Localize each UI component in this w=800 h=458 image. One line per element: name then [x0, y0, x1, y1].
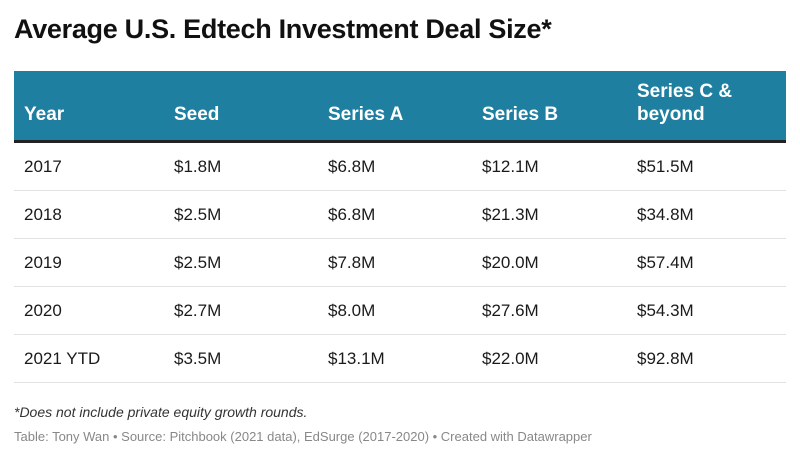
table-row-2021-ytd: 2021 YTD $3.5M $13.1M $22.0M $92.8M: [14, 334, 786, 383]
table-row-2019: 2019 $2.5M $7.8M $20.0M $57.4M: [14, 238, 786, 287]
table-row-2020: 2020 $2.7M $8.0M $27.6M $54.3M: [14, 286, 786, 335]
table-cell: 2018: [14, 190, 164, 239]
column-header-seed: Seed: [164, 71, 318, 143]
table-cell: $2.5M: [164, 238, 318, 287]
table-cell: 2017: [14, 141, 164, 191]
table-cell: $54.3M: [627, 286, 786, 335]
chart-title: Average U.S. Edtech Investment Deal Size…: [14, 14, 552, 44]
column-header-series-b: Series B: [472, 71, 627, 143]
table-cell: $3.5M: [164, 334, 318, 383]
table-cell: $20.0M: [472, 238, 627, 287]
source-credit: Table: Tony Wan • Source: Pitchbook (202…: [14, 429, 592, 444]
table-cell: $8.0M: [318, 286, 472, 335]
table-cell: $57.4M: [627, 238, 786, 287]
table-cell: $12.1M: [472, 141, 627, 191]
table-row-2017: 2017 $1.8M $6.8M $12.1M $51.5M: [14, 141, 786, 191]
table-cell: $21.3M: [472, 190, 627, 239]
table-row-2018: 2018 $2.5M $6.8M $21.3M $34.8M: [14, 190, 786, 239]
column-header-series-c-beyond: Series C & beyond: [627, 71, 786, 143]
table-cell: $2.7M: [164, 286, 318, 335]
table-cell: $6.8M: [318, 141, 472, 191]
table-cell: $22.0M: [472, 334, 627, 383]
table-cell: $2.5M: [164, 190, 318, 239]
table-cell: $51.5M: [627, 141, 786, 191]
header-row: Year Seed Series A Series B Series C & b…: [14, 71, 786, 143]
table-cell: $7.8M: [318, 238, 472, 287]
table-cell: 2019: [14, 238, 164, 287]
footnote: *Does not include private equity growth …: [14, 404, 308, 420]
column-header-series-a: Series A: [318, 71, 472, 143]
table-cell: 2020: [14, 286, 164, 335]
table-cell: $6.8M: [318, 190, 472, 239]
table-cell: $34.8M: [627, 190, 786, 239]
deal-size-table: Year Seed Series A Series B Series C & b…: [14, 71, 786, 383]
table-cell: $92.8M: [627, 334, 786, 383]
table-cell: 2021 YTD: [14, 334, 164, 383]
table-cell: $13.1M: [318, 334, 472, 383]
table-cell: $27.6M: [472, 286, 627, 335]
table-cell: $1.8M: [164, 141, 318, 191]
column-header-year: Year: [14, 71, 164, 143]
